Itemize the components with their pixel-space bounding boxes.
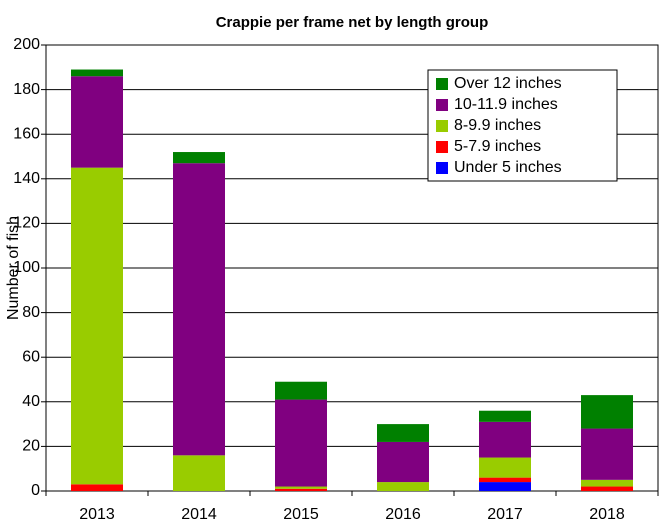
x-tick-label: 2016 — [385, 506, 421, 523]
bar-segment — [71, 69, 123, 77]
bar-segment — [71, 484, 123, 491]
bar-segment — [71, 167, 123, 485]
y-axis-label: Number of fish — [5, 216, 22, 320]
chart-title: Crappie per frame net by length group — [216, 14, 489, 31]
bar-segment — [275, 381, 327, 400]
y-tick-label: 20 — [22, 438, 40, 455]
bar-segment — [275, 488, 327, 491]
y-tick-label: 180 — [13, 81, 40, 98]
legend-swatch — [436, 141, 448, 153]
x-tick-label: 2014 — [181, 506, 217, 523]
y-tick-label: 80 — [22, 304, 40, 321]
bar-segment — [275, 486, 327, 489]
legend-label: Under 5 inches — [454, 159, 562, 176]
y-tick-label: 160 — [13, 125, 40, 142]
bar-segment — [581, 486, 633, 491]
bar-segment — [479, 421, 531, 458]
legend-box — [427, 69, 618, 182]
x-tick-label: 2018 — [589, 506, 625, 523]
y-tick-label: 40 — [22, 393, 40, 410]
bar-segment — [581, 479, 633, 487]
legend-swatch — [436, 162, 448, 174]
legend-swatch — [436, 78, 448, 90]
legend-swatch — [436, 99, 448, 111]
bar-segment — [479, 477, 531, 483]
y-tick-label: 140 — [13, 170, 40, 187]
bar-segment — [581, 428, 633, 480]
legend-label: 5-7.9 inches — [454, 138, 541, 155]
bar-segment — [377, 482, 429, 491]
bar-segment — [377, 424, 429, 442]
bar-segment — [173, 455, 225, 491]
bar-segment — [377, 441, 429, 483]
y-tick-label: 60 — [22, 348, 40, 365]
x-tick-label: 2013 — [79, 506, 115, 523]
y-tick-label: 200 — [13, 36, 40, 53]
bar-segment — [71, 76, 123, 168]
y-tick-label: 120 — [13, 215, 40, 232]
legend-label: 10-11.9 inches — [454, 96, 558, 113]
bar-segment — [275, 399, 327, 487]
bar-segment — [479, 482, 531, 491]
bar-segment — [581, 395, 633, 429]
bar-segment — [479, 410, 531, 422]
bar-segment — [173, 163, 225, 456]
legend-label: 8-9.9 inches — [454, 117, 541, 134]
x-tick-label: 2017 — [487, 506, 523, 523]
legend-swatch — [436, 120, 448, 132]
bar-segment — [173, 152, 225, 164]
y-tick-label: 100 — [13, 259, 40, 276]
y-tick-label: 0 — [31, 482, 40, 499]
bar-segment — [479, 457, 531, 478]
x-tick-label: 2015 — [283, 506, 319, 523]
legend-label: Over 12 inches — [454, 75, 562, 92]
